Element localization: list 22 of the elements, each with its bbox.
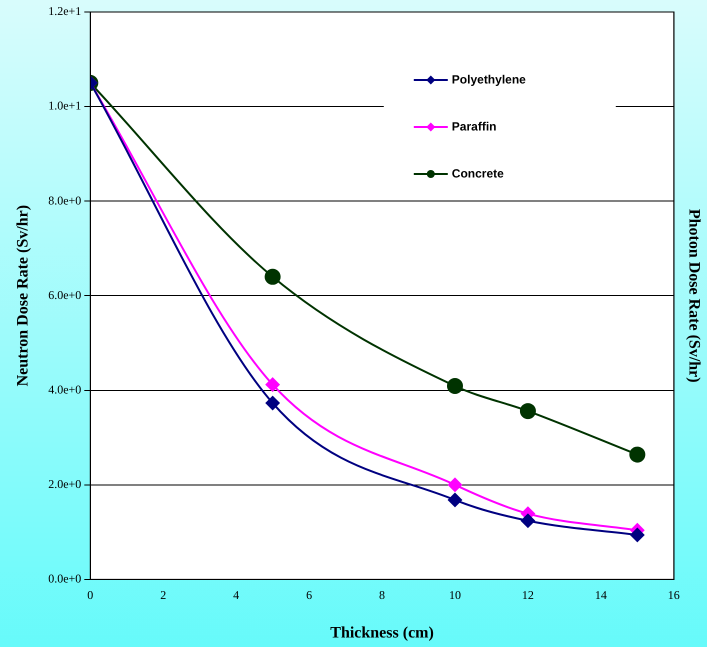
x-tick-label: 12 xyxy=(522,588,534,602)
x-tick-label: 4 xyxy=(233,588,240,602)
x-tick-label: 8 xyxy=(379,588,386,602)
x-tick-label: 2 xyxy=(160,588,166,602)
y-tick-label: 1.2e+1 xyxy=(48,4,82,18)
x-tick-label: 14 xyxy=(594,588,607,602)
legend-label: Paraffin xyxy=(452,119,496,134)
y-tick-label: 4.0e+0 xyxy=(48,382,82,396)
x-tick-label: 0 xyxy=(87,588,94,602)
y-tick-label: 2.0e+0 xyxy=(48,476,82,491)
y-tick-label: 1.0e+1 xyxy=(48,98,82,113)
x-tick-label: 6 xyxy=(306,588,312,602)
legend-label: Polyethylene xyxy=(452,72,526,86)
x-axis-title: Thickness (cm) xyxy=(330,624,434,642)
legend-label: Concrete xyxy=(452,166,504,180)
x-tick-label: 10 xyxy=(448,588,461,602)
y-tick-label: 0.0e+0 xyxy=(48,572,82,586)
y2-axis-title: Photon Dose Rate (Sv/hr) xyxy=(685,208,702,383)
x-tick-label: 16 xyxy=(668,588,680,602)
y-tick-label: 8.0e+0 xyxy=(48,193,82,208)
y-tick-label: 6.0e+0 xyxy=(48,288,82,302)
y-axis-title: Neutron Dose Rate (Sv/hr) xyxy=(14,204,32,386)
